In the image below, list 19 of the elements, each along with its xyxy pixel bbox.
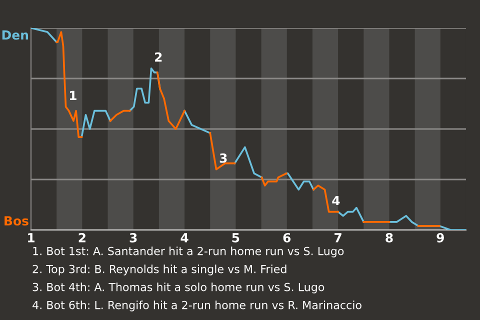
text: 3. Bot 4th: A. Thomas hit a solo home run vs S. Lugo (32, 282, 324, 294)
x-tick-label: 2 (78, 233, 86, 242)
annotation: 2 (155, 52, 162, 62)
x-tick-label: 5 (232, 233, 240, 242)
text: 1. Bot 1st: A. Santander hit a 2-run home run vs S. Lugo (33, 246, 344, 258)
x-tick-label: 7 (334, 233, 342, 242)
x-tick-label: 1 (28, 233, 34, 242)
text: 2. Top 3rd: B. Reynolds hit a single vs M. Fried (32, 264, 286, 276)
x-tick-label: 4 (180, 233, 188, 242)
x-tick-label: 3 (130, 233, 137, 242)
x-tick-label: 9 (436, 233, 444, 242)
x-tick-label: 8 (386, 233, 393, 242)
text: Bos (4, 216, 28, 226)
annotation: 4 (332, 196, 340, 206)
x-tick-label: 6 (283, 233, 291, 242)
annotation: 1 (70, 90, 76, 100)
annotation: 3 (220, 153, 227, 163)
series-label: Den (2, 30, 28, 40)
text: 4. Bot 6th: L. Rengifo hit a 2-run home run vs R. Marinaccio (32, 300, 362, 312)
